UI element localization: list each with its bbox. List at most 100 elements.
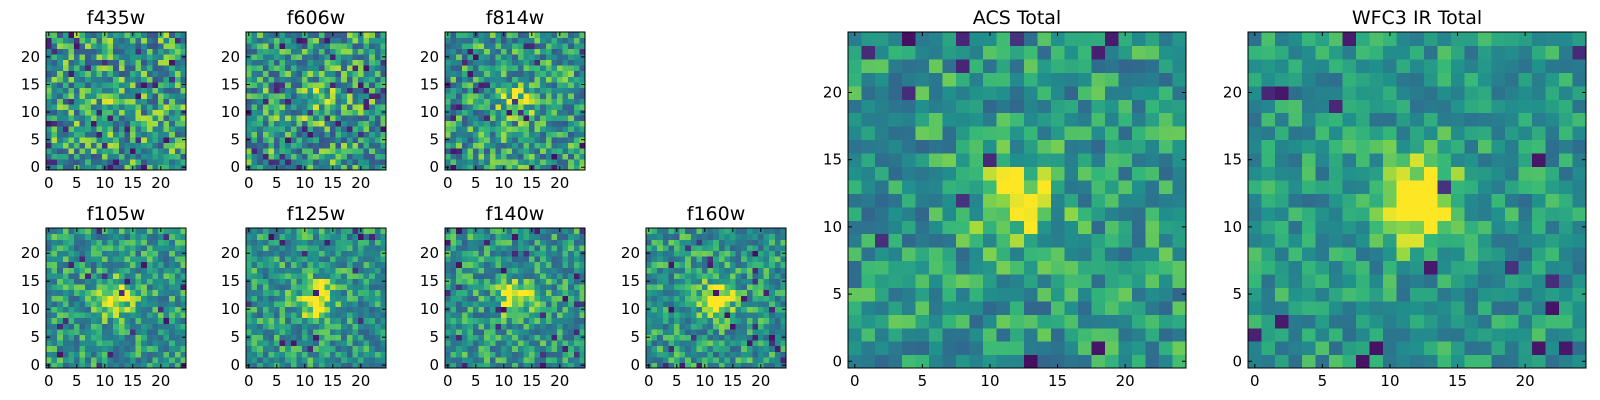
heatmap-cell (158, 351, 165, 358)
heatmap-cell (780, 261, 787, 268)
heatmap-cell (369, 125, 376, 132)
heatmap-cell (501, 244, 508, 251)
heatmap-cell (302, 81, 309, 88)
heatmap-cell (285, 142, 292, 149)
heatmap-cell (450, 70, 457, 77)
heatmap-cell (450, 114, 457, 121)
heatmap-cell (68, 114, 75, 121)
heatmap-cell (85, 289, 92, 296)
heatmap-cell (363, 54, 370, 61)
heatmap-cell (545, 164, 552, 171)
heatmap-cell (501, 233, 508, 240)
heatmap-cell (562, 323, 569, 330)
heatmap-cell (489, 289, 496, 296)
heatmap-cell (341, 345, 348, 352)
heatmap-cell (85, 43, 92, 50)
heatmap-cell (506, 59, 513, 66)
heatmap-cell (674, 289, 681, 296)
heatmap-cell (690, 317, 697, 324)
heatmap-cell (257, 164, 264, 171)
heatmap-cell (152, 250, 159, 257)
heatmap-cell (573, 142, 580, 149)
heatmap-cell (118, 356, 125, 363)
heatmap-cell (478, 76, 485, 83)
heatmap-cell (780, 323, 787, 330)
heatmap-cell (169, 295, 176, 302)
heatmap-cell (956, 233, 971, 248)
heatmap-cell (741, 351, 748, 358)
heatmap-cell (495, 244, 502, 251)
heatmap-cell (107, 272, 114, 279)
heatmap-cell (380, 87, 387, 94)
heatmap-cell (358, 54, 365, 61)
heatmap-cell (324, 345, 331, 352)
heatmap-cell (545, 32, 552, 39)
heatmap-cell (296, 142, 303, 149)
heatmap-cell (274, 300, 281, 307)
heatmap-cell (130, 76, 137, 83)
heatmap-cell (573, 43, 580, 50)
heatmap-cell (573, 153, 580, 160)
heatmap-cell (489, 70, 496, 77)
heatmap-cell (696, 244, 703, 251)
heatmap-cell (113, 323, 120, 330)
heatmap-cell (268, 267, 275, 274)
heatmap-cell (478, 345, 485, 352)
heatmap-cell (141, 81, 148, 88)
heatmap-cell (135, 125, 142, 132)
heatmap-cell (646, 267, 653, 274)
heatmap-cell (146, 261, 153, 268)
heatmap-cell (956, 287, 971, 302)
heatmap-cell (983, 300, 998, 315)
heatmap-cell (763, 317, 770, 324)
heatmap-cell (551, 228, 558, 235)
heatmap-cell (169, 261, 176, 268)
heatmap-cell (163, 98, 170, 105)
heatmap-cell (246, 37, 253, 44)
heatmap-cell (180, 37, 187, 44)
heatmap-cell (450, 65, 457, 72)
heatmap-cell (96, 109, 103, 116)
heatmap-cell (579, 312, 586, 319)
heatmap-cell (302, 340, 309, 347)
heatmap-cell (374, 256, 381, 263)
heatmap-cell (1010, 287, 1025, 302)
heatmap-cell (118, 65, 125, 72)
heatmap-cell (579, 120, 586, 127)
heatmap-cell (152, 356, 159, 363)
heatmap-cell (495, 164, 502, 171)
heatmap-cell (495, 323, 502, 330)
heatmap-cell (302, 109, 309, 116)
heatmap-cell (335, 109, 342, 116)
heatmap-cell (529, 345, 536, 352)
heatmap-cell (540, 340, 547, 347)
heatmap-cell (57, 76, 64, 83)
heatmap-cell (780, 244, 787, 251)
heatmap-cell (335, 289, 342, 296)
heatmap-cell (62, 284, 69, 291)
heatmap-cell (90, 98, 97, 105)
heatmap-cell (363, 239, 370, 246)
heatmap-cell (174, 256, 181, 263)
heatmap-cell (257, 306, 264, 313)
heatmap-cell (473, 114, 480, 121)
heatmap-cell (85, 250, 92, 257)
heatmap-cell (118, 328, 125, 335)
heatmap-cell (285, 48, 292, 55)
heatmap-cell (268, 48, 275, 55)
heatmap-cell (495, 289, 502, 296)
heatmap-cell (1050, 166, 1065, 181)
heatmap-cell (313, 261, 320, 268)
heatmap-cell (551, 289, 558, 296)
heatmap-cell (141, 48, 148, 55)
heatmap-cell (545, 340, 552, 347)
heatmap-cell (568, 81, 575, 88)
heatmap-cell (324, 272, 331, 279)
heatmap-cell (352, 153, 359, 160)
y-tick-label: 0 (429, 356, 439, 374)
heatmap-cell (573, 228, 580, 235)
heatmap-cell (523, 158, 530, 166)
heatmap-cell (517, 81, 524, 88)
heatmap-cell (302, 250, 309, 257)
heatmap-cell (662, 362, 669, 369)
